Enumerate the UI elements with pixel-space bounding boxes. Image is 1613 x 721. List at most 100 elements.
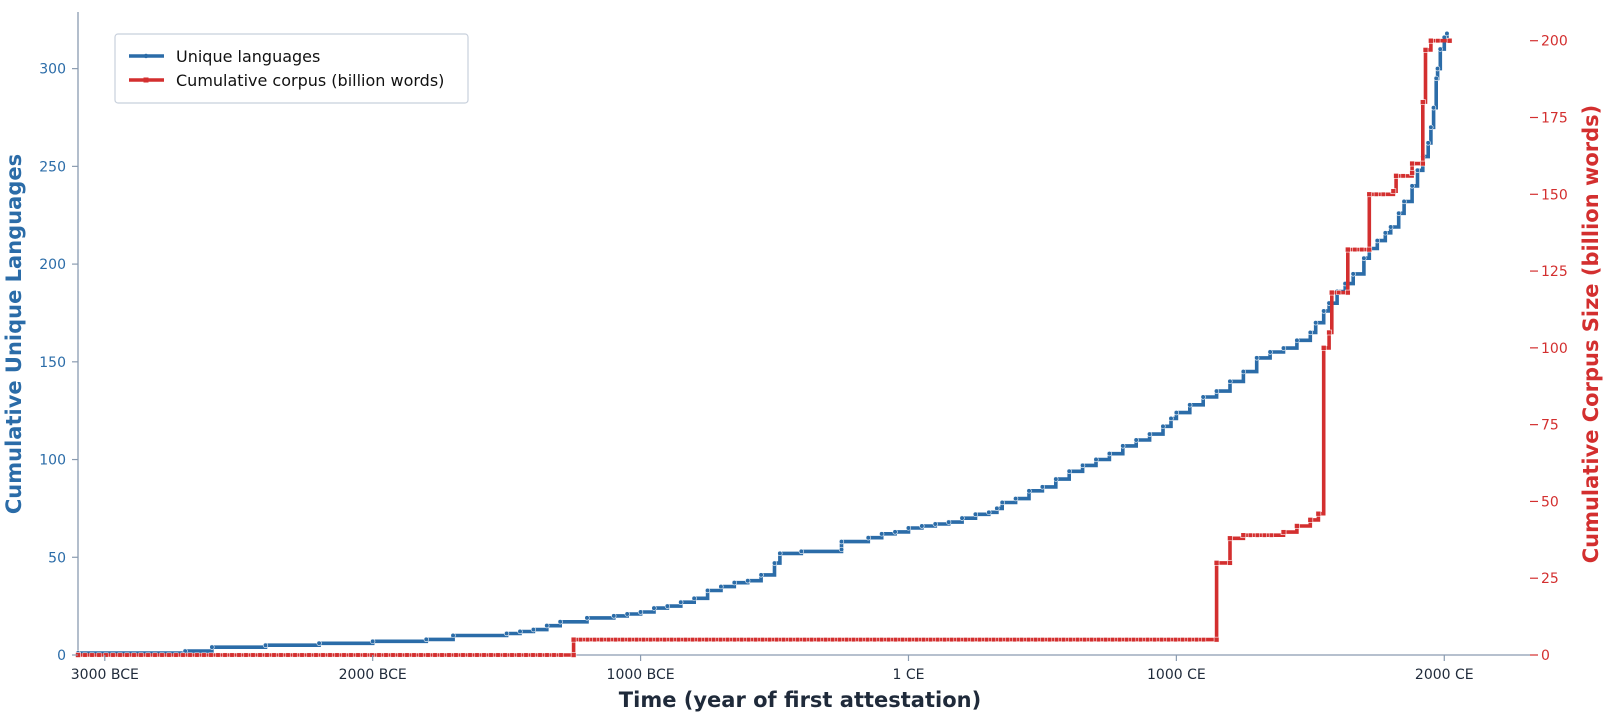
languages-data-point (1267, 349, 1273, 355)
corpus-marker (1166, 637, 1172, 643)
languages-data-point (758, 572, 764, 578)
corpus-marker (488, 652, 494, 658)
corpus-marker (1254, 532, 1260, 538)
corpus-data-point (570, 652, 577, 658)
languages-data-point (651, 605, 657, 611)
languages-data-point (1321, 308, 1327, 314)
languages-data-point (262, 642, 269, 648)
languages-data-point (1433, 75, 1439, 82)
languages-data-point (1254, 355, 1260, 361)
left-y-tick-label: 100 (39, 453, 66, 469)
corpus-marker (313, 652, 319, 658)
right-y-tick-label: 75 (1541, 418, 1559, 434)
corpus-marker (984, 637, 990, 643)
corpus-marker (250, 652, 256, 658)
corpus-marker (886, 637, 892, 643)
left-y-tick-label: 0 (57, 648, 66, 664)
languages-data-point (678, 599, 684, 605)
corpus-marker (690, 637, 696, 643)
right-y-axis-title: Cumulative Corpus Size (billion words) (1579, 105, 1603, 564)
corpus-marker (760, 637, 766, 643)
right-y-tick-label: 50 (1541, 494, 1559, 510)
corpus-marker (1012, 637, 1018, 643)
languages-data-point (637, 609, 644, 615)
corpus-marker (481, 652, 487, 658)
languages-data-point (1434, 66, 1441, 72)
corpus-marker (963, 637, 969, 643)
corpus-marker (1019, 637, 1025, 643)
languages-data-point (1280, 345, 1287, 351)
corpus-marker (620, 637, 626, 643)
languages-data-point (905, 525, 912, 531)
corpus-data-point (1446, 37, 1453, 44)
corpus-marker (411, 652, 417, 658)
corpus-marker (641, 637, 647, 643)
corpus-marker (432, 652, 438, 658)
x-tick-label: 1000 CE (1147, 667, 1206, 683)
corpus-marker (732, 637, 738, 643)
languages-data-point (1053, 476, 1059, 482)
corpus-marker (439, 652, 445, 658)
corpus-marker (718, 637, 724, 643)
corpus-marker (1040, 637, 1046, 643)
corpus-marker (907, 637, 913, 643)
languages-data-point (557, 619, 563, 625)
languages-data-point (1444, 30, 1450, 37)
corpus-marker (788, 637, 794, 643)
languages-data-point (1227, 378, 1233, 384)
legend-label-languages: Unique languages (176, 47, 320, 66)
corpus-marker (537, 652, 543, 658)
corpus-data-point (1240, 532, 1247, 539)
languages-data-point (986, 509, 992, 515)
corpus-marker (201, 652, 207, 658)
languages-data-point (1080, 462, 1086, 469)
corpus-marker (124, 652, 130, 658)
corpus-marker (1336, 290, 1342, 296)
corpus-marker (928, 637, 934, 643)
x-tick-label: 1000 BCE (607, 667, 675, 683)
left-y-axis-title: Cumulative Unique Languages (2, 154, 26, 514)
corpus-marker (159, 652, 165, 658)
left-y-tick-label: 50 (48, 550, 66, 566)
corpus-marker (606, 637, 612, 643)
corpus-marker (1268, 532, 1274, 538)
corpus-marker (900, 637, 906, 643)
corpus-marker (383, 652, 389, 658)
corpus-marker (509, 652, 515, 658)
languages-data-point (530, 626, 537, 633)
languages-data-point (994, 505, 1000, 512)
x-axis-title: Time (year of first attestation) (619, 688, 981, 712)
corpus-marker (376, 652, 382, 658)
languages-data-point (919, 523, 925, 529)
corpus-data-point (1315, 510, 1322, 517)
corpus-data-point (1366, 246, 1373, 253)
corpus-marker (1054, 637, 1060, 643)
corpus-marker (711, 637, 717, 643)
corpus-marker (1400, 173, 1406, 179)
languages-data-point (1013, 496, 1019, 502)
corpus-data-point (1409, 160, 1415, 167)
legend-marker-corpus (143, 77, 149, 83)
languages-data-point (1409, 183, 1415, 189)
languages-data-point (1430, 105, 1437, 111)
corpus-marker (89, 652, 95, 658)
languages-data-point (1106, 451, 1113, 457)
ticks-group: 3000 BCE 2000 BCE 1000 BCE 1 CE 1000 CE 2000 … (39, 34, 1567, 683)
corpus-marker (460, 652, 466, 658)
left-y-tick-label: 200 (39, 257, 66, 273)
languages-data-point (624, 611, 630, 617)
corpus-marker (1103, 637, 1109, 643)
corpus-marker (1159, 637, 1165, 643)
corpus-marker (145, 652, 151, 658)
corpus-marker (355, 652, 361, 658)
corpus-marker (599, 637, 605, 643)
languages-data-point (1146, 431, 1153, 437)
corpus-marker (746, 637, 752, 643)
corpus-data-point (1227, 560, 1233, 566)
corpus-data-point (570, 636, 577, 643)
corpus-marker (1152, 637, 1158, 643)
corpus-marker (578, 637, 584, 643)
corpus-data-point (1227, 535, 1233, 542)
